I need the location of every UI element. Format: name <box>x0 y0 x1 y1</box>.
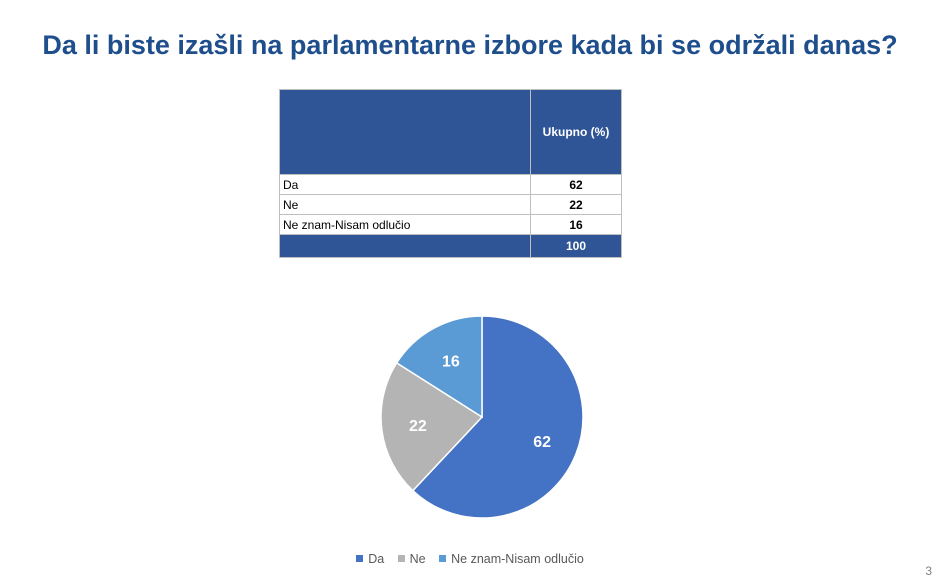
chart-legend: Da Ne Ne znam-Nisam odlučio <box>0 552 940 566</box>
table-row: Da 62 <box>279 174 622 195</box>
pie-data-label: 16 <box>442 353 460 370</box>
row-label: Ne znam-Nisam odlučio <box>279 214 531 235</box>
table-header-blank <box>279 89 531 175</box>
table-total-row: 100 <box>279 234 622 258</box>
legend-item-da: Da <box>356 552 384 566</box>
pie-chart: 62 22 16 <box>380 315 584 519</box>
table-column-header: Ukupno (%) <box>530 89 622 175</box>
row-label: Da <box>279 174 531 195</box>
legend-label: Da <box>368 552 385 566</box>
legend-label: Ne <box>409 552 426 566</box>
results-table: Ukupno (%) Da 62 Ne 22 Ne znam-Nisam odl… <box>279 89 622 258</box>
row-label: Ne <box>279 194 531 215</box>
table-row: Ne 22 <box>279 194 622 215</box>
table-row: Ne znam-Nisam odlučio 16 <box>279 214 622 235</box>
legend-swatch <box>439 555 447 562</box>
row-value: 16 <box>530 214 622 235</box>
pie-data-label: 62 <box>533 434 551 451</box>
pie-slice-3 <box>395 315 483 419</box>
total-label <box>279 234 531 258</box>
legend-item-ne: Ne <box>397 552 426 566</box>
legend-swatch <box>356 555 364 562</box>
row-value: 22 <box>530 194 622 215</box>
pie-slice-1 <box>411 315 584 519</box>
total-value: 100 <box>530 234 622 258</box>
legend-label: Ne znam-Nisam odlučio <box>451 552 584 566</box>
pie-data-label: 22 <box>409 418 427 435</box>
pie-slice-2 <box>380 361 484 492</box>
legend-swatch <box>397 555 405 562</box>
slide-title: Da li biste izašli na parlamentarne izbo… <box>42 30 898 60</box>
page-number: 3 <box>925 564 932 578</box>
legend-item-ne-znam: Ne znam-Nisam odlučio <box>439 552 584 566</box>
row-value: 62 <box>530 174 622 195</box>
table-header-row: Ukupno (%) <box>279 89 622 175</box>
